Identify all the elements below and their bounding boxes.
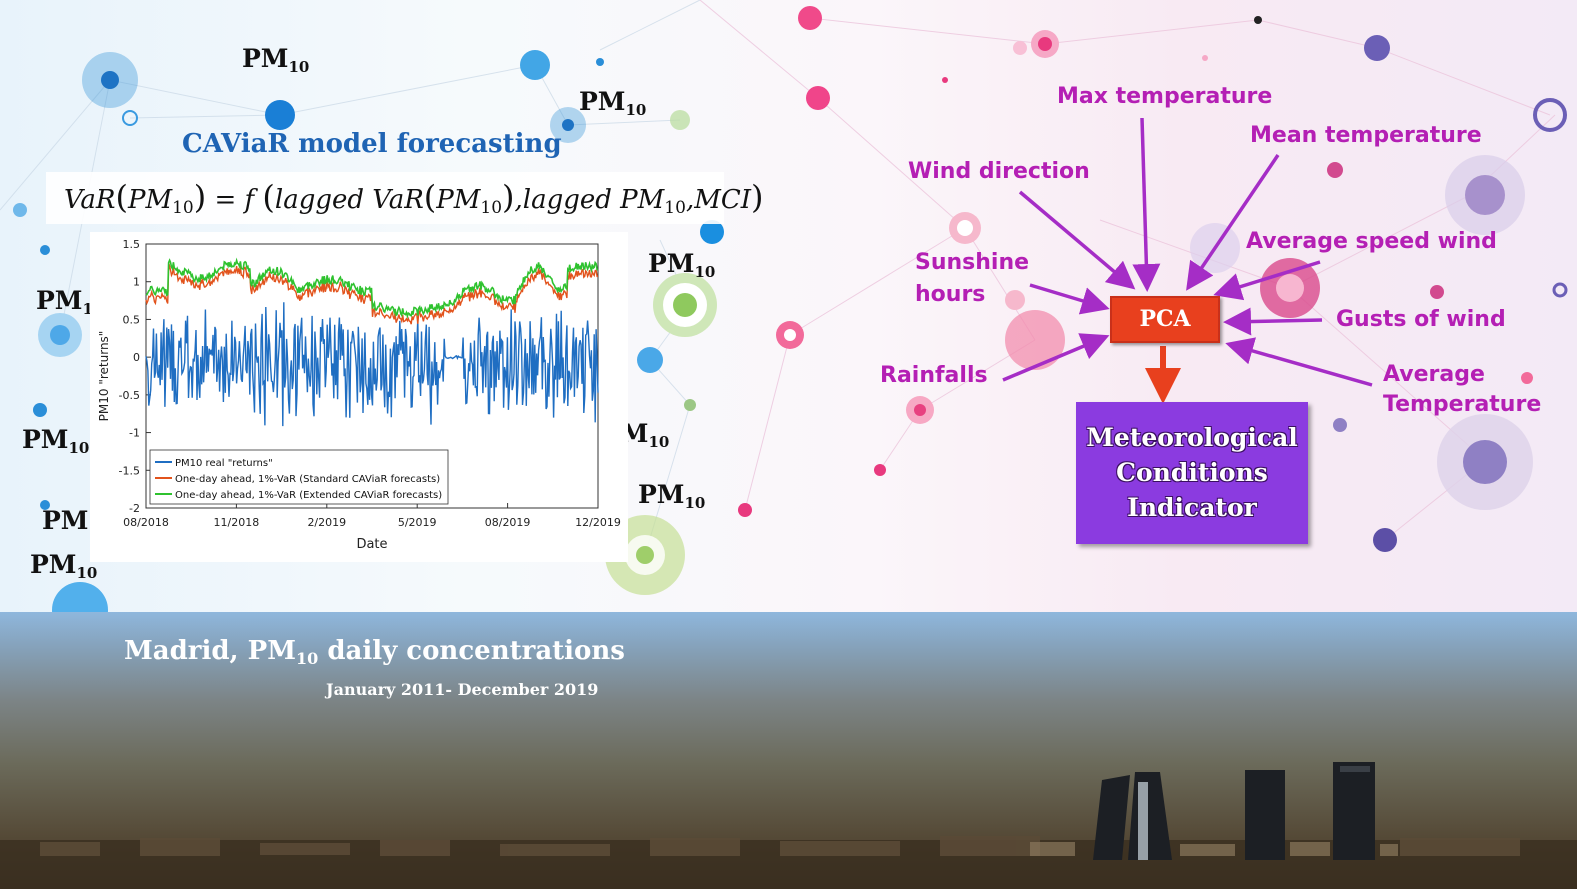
arrow-sunshine-hours: [1029, 283, 1110, 315]
y-tick-label: -2: [129, 502, 140, 515]
legend-label: One-day ahead, 1%-VaR (Standard CAViaR f…: [175, 474, 440, 485]
photo-subtitle: January 2011- December 2019: [326, 680, 599, 699]
x-tick-label: 5/2019: [398, 516, 437, 529]
pm-main: PM: [42, 506, 89, 535]
y-tick-label: 0.5: [123, 313, 141, 326]
formula-pm: PM: [127, 185, 173, 215]
pm-main: PM: [638, 480, 685, 509]
arrow-gusts-of-wind: [1223, 307, 1323, 336]
pm-sub: 10: [684, 494, 706, 512]
formula-eq: = f: [214, 185, 255, 215]
x-axis-label: Date: [356, 537, 387, 552]
label-average-temperature-1: Average: [1383, 362, 1485, 387]
pm-main: PM: [579, 87, 626, 116]
label-rainfalls: Rainfalls: [880, 363, 988, 388]
arrow-average-speed-wind: [1213, 260, 1321, 301]
photo-title-suffix: daily concentrations: [318, 636, 625, 666]
x-tick-label: 11/2018: [214, 516, 260, 529]
y-axis-label: PM10 "returns": [97, 331, 111, 422]
arrow-wind-direction: [1018, 190, 1136, 290]
formula-mci: MCI: [694, 185, 751, 215]
formula-lagged-pm: lagged PM: [522, 185, 665, 215]
label-average-speed-wind: Average speed wind: [1246, 229, 1497, 254]
series-line-extended-caviar: [145, 257, 599, 319]
legend-label: PM10 real "returns": [175, 458, 273, 469]
label-sunshine-1: Sunshine: [915, 250, 1030, 275]
pm-main: PM: [242, 44, 289, 73]
pm-sub: 10: [68, 439, 90, 457]
caviar-title: CAViaR model forecasting: [182, 129, 562, 159]
y-tick-label: 1: [133, 276, 140, 289]
pm-sub: 10: [694, 263, 716, 281]
mci-line-3: Indicator: [1127, 493, 1257, 522]
arrow-max-temperature: [1132, 117, 1161, 292]
pca-box: PCA: [1110, 296, 1220, 343]
arrow-average-temperature: [1225, 337, 1373, 387]
arrow-rainfalls: [1002, 333, 1110, 382]
photo-title-sub: 10: [296, 649, 319, 668]
x-tick-label: 08/2019: [485, 516, 531, 529]
pm-sub: 10: [625, 101, 647, 119]
arrows-layer: [1002, 117, 1373, 404]
label-gusts-of-wind: Gusts of wind: [1336, 307, 1506, 332]
skyline-svg: [0, 762, 1577, 889]
legend-box: [149, 449, 449, 505]
network-background: [0, 0, 1568, 612]
formula-lhs: VaR: [64, 185, 116, 215]
var-formula: VaR(PM10) = f (lagged VaR(PM10),lagged P…: [46, 172, 763, 224]
arrow-mean-temperature: [1186, 154, 1280, 291]
madrid-skyline-photo: [0, 612, 1577, 889]
chart-svg: 1.5 1 0.5 0 -0.5 -1 -1.5 -208/2018 11/2018 2/2019…: [97, 238, 621, 552]
label-sunshine-2: hours: [915, 282, 986, 307]
pm-sub: 10: [288, 58, 310, 76]
formula-sub-2: 10: [480, 198, 503, 218]
formula-pm-2: PM: [436, 185, 481, 215]
photo-title-prefix: Madrid, PM: [124, 636, 296, 666]
pm-main: PM: [22, 425, 69, 454]
pm-sub: 10: [648, 433, 670, 451]
formula-sub: 10: [172, 198, 194, 218]
mci-line-2: Conditions: [1116, 458, 1268, 487]
label-mean-temperature: Mean temperature: [1250, 123, 1482, 148]
formula-lagged-var: lagged VaR: [274, 185, 424, 215]
pm-main: PM: [36, 286, 83, 315]
pm10-label-2: PM10: [579, 87, 646, 119]
legend-label: One-day ahead, 1%-VaR (Extended CAViaR f…: [175, 490, 442, 501]
label-average-temperature-2: Temperature: [1383, 392, 1542, 417]
y-tick-label: -0.5: [119, 389, 140, 402]
y-tick-label: -1.5: [119, 464, 140, 477]
pm-main: PM: [30, 550, 77, 579]
photo-title: Madrid, PM10 daily concentrations: [124, 636, 625, 668]
pm10-label-7: PM10: [638, 480, 705, 512]
label-wind-direction: Wind direction: [908, 159, 1090, 184]
pm10-label-5: PM10: [22, 425, 89, 457]
mci-line-1: Meteorological: [1086, 423, 1298, 452]
pm-main: PM: [648, 249, 695, 278]
pm10-label-3: PM10: [648, 249, 715, 281]
y-tick-label: 1.5: [123, 238, 141, 251]
formula-sub-3: 10: [664, 198, 686, 218]
y-tick-label: -1: [129, 427, 140, 440]
pm10-label-1: PM10: [242, 44, 309, 76]
label-max-temperature: Max temperature: [1057, 84, 1273, 109]
mci-box: Meteorological Conditions Indicator: [1076, 402, 1308, 544]
pm10-label-9: PM10: [30, 550, 97, 582]
x-tick-label: 2/2019: [307, 516, 346, 529]
var-chart: 1.5 1 0.5 0 -0.5 -1 -1.5 -2 08/2018 11/2018 2/2019…: [90, 232, 628, 562]
x-tick-label: 08/2018: [123, 516, 169, 529]
x-tick-label: 12/2019: [575, 516, 621, 529]
series-line-pm10-returns: [145, 302, 599, 427]
y-tick-label: 0: [133, 351, 140, 364]
pm-sub: 10: [76, 564, 98, 582]
